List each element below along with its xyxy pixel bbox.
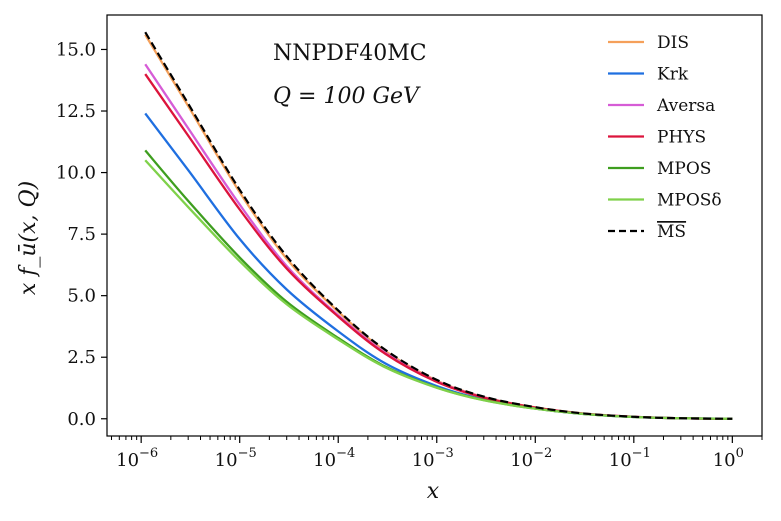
- legend-label: PHYS: [657, 128, 706, 148]
- legend-label: Krk: [657, 65, 689, 85]
- annotation-title: NNPDF40MC: [273, 41, 427, 66]
- legend-label: MS: [657, 222, 686, 242]
- y-tick-label: 5.0: [67, 286, 96, 307]
- x-axis-label: x: [427, 479, 440, 504]
- y-tick-label: 15.0: [56, 39, 96, 60]
- x-tick-label: 10−1: [609, 446, 651, 471]
- plot-frame: [106, 14, 763, 437]
- annotation-scale: Q = 100 GeV: [273, 84, 421, 109]
- y-tick-label: 2.5: [67, 347, 96, 368]
- legend-label: DIS: [657, 33, 689, 53]
- x-tick-label: 10−5: [215, 446, 257, 471]
- legend-label: Aversa: [656, 96, 715, 116]
- x-axis: 10−6 10−5 10−4 10−3 10−2 10−1 100: [111, 436, 763, 471]
- y-tick-label: 0.0: [67, 409, 96, 430]
- y-axis-label: x f_ū(x, Q): [16, 181, 41, 295]
- legend: DIS Krk Aversa PHYS MPOS MPOSδ MS: [608, 33, 722, 242]
- legend-label: MPOS: [657, 159, 711, 179]
- series-line-dis: [144, 34, 733, 420]
- series-line-krk: [144, 112, 733, 420]
- y-tick-label: 10.0: [56, 163, 96, 184]
- y-tick-label: 7.5: [67, 224, 96, 245]
- series-line-phys: [144, 73, 733, 420]
- plot-lines: [144, 31, 733, 420]
- x-tick-label: 10−2: [510, 446, 552, 471]
- x-tick-label: 10−4: [313, 446, 355, 471]
- x-tick-label: 10−3: [412, 446, 454, 471]
- x-tick-label: 10−6: [116, 446, 158, 471]
- y-tick-label: 12.5: [56, 101, 96, 122]
- y-axis: 0.0 2.5 5.0 7.5 10.0 12.5 15.0: [56, 39, 107, 430]
- legend-label: MPOSδ: [657, 191, 722, 211]
- series-line-aversa: [144, 63, 733, 420]
- x-tick-label: 100: [713, 446, 744, 471]
- series-line-ms: [144, 31, 733, 420]
- series-line-mpos: [144, 149, 733, 420]
